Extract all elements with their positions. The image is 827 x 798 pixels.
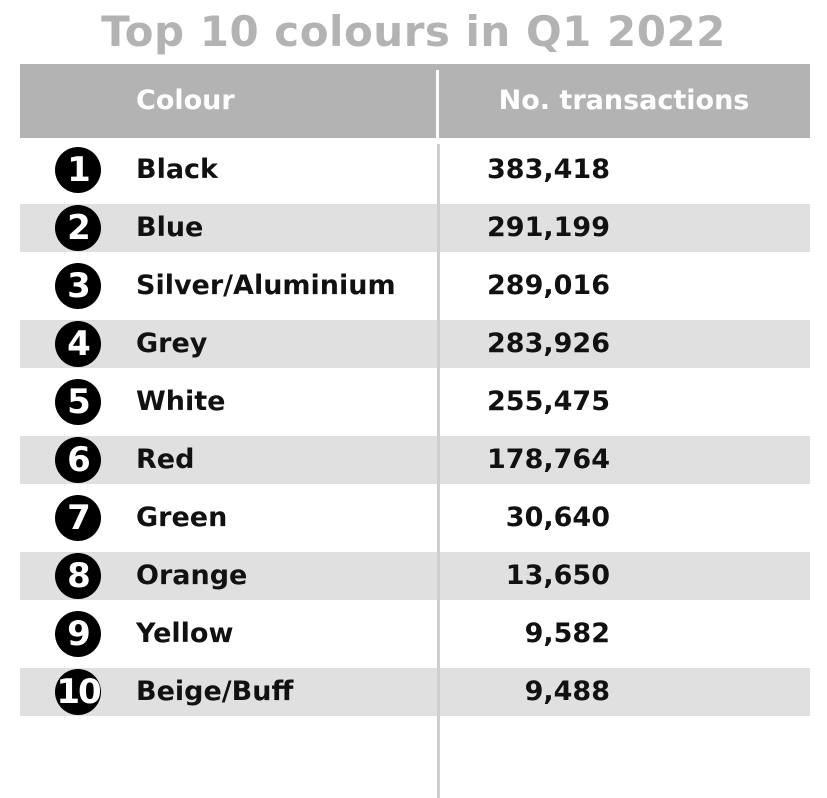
transaction-count: 9,582: [524, 618, 610, 649]
transaction-count: 30,640: [505, 502, 610, 533]
column-header-transactions: No. transactions: [498, 85, 750, 116]
rank-badge-icon: 5: [55, 379, 101, 425]
colour-name: Red: [136, 444, 195, 475]
rank-badge-icon: 8: [55, 553, 101, 599]
rank-badge-icon: 9: [55, 611, 101, 657]
table-row: 5 White 255,475: [20, 378, 810, 426]
transaction-count: 291,199: [487, 212, 610, 243]
table-header: Colour No. transactions: [20, 64, 810, 138]
table-body: 1 Black 383,418 2 Blue 291,199 3 Silver/Alumini…: [20, 146, 810, 716]
table-row: 8 Orange 13,650: [20, 552, 810, 600]
colour-name: Orange: [136, 560, 248, 591]
transaction-count: 383,418: [487, 154, 610, 185]
colour-name: Blue: [136, 212, 204, 243]
colour-name: Black: [136, 154, 219, 185]
transaction-count: 283,926: [487, 328, 610, 359]
rank-badge-icon: 6: [55, 437, 101, 483]
column-header-colour: Colour: [136, 85, 235, 116]
colour-table: Colour No. transactions 1 Black 383,418 2 Bl…: [20, 64, 810, 798]
colour-name: Grey: [136, 328, 208, 359]
rank-badge-icon: 10: [55, 669, 102, 715]
table-row: 7 Green 30,640: [20, 494, 810, 542]
transaction-count: 289,016: [487, 270, 610, 301]
table-row: 6 Red 178,764: [20, 436, 810, 484]
transaction-count: 13,650: [505, 560, 610, 591]
transaction-count: 178,764: [487, 444, 610, 475]
table-row: 3 Silver/Aluminium 289,016: [20, 262, 810, 310]
transaction-count: 255,475: [487, 386, 610, 417]
table-row: 1 Black 383,418: [20, 146, 810, 194]
table-row: 2 Blue 291,199: [20, 204, 810, 252]
colour-name: White: [136, 386, 226, 417]
transaction-count: 9,488: [524, 676, 610, 707]
rank-badge-icon: 1: [55, 147, 101, 193]
column-divider: [437, 144, 440, 798]
chart-title: Top 10 colours in Q1 2022: [101, 7, 726, 56]
rank-badge-icon: 7: [55, 495, 101, 541]
colour-name: Yellow: [136, 618, 234, 649]
table-row: 10 Beige/Buff 9,488: [20, 668, 810, 716]
colour-name: Beige/Buff: [136, 676, 294, 707]
rank-badge-icon: 4: [55, 321, 101, 367]
table-row: 9 Yellow 9,582: [20, 610, 810, 658]
rank-badge-icon: 3: [55, 263, 101, 309]
rank-badge-icon: 2: [55, 205, 101, 251]
header-divider: [436, 70, 439, 138]
colour-name: Green: [136, 502, 228, 533]
colour-name: Silver/Aluminium: [136, 270, 396, 301]
table-row: 4 Grey 283,926: [20, 320, 810, 368]
